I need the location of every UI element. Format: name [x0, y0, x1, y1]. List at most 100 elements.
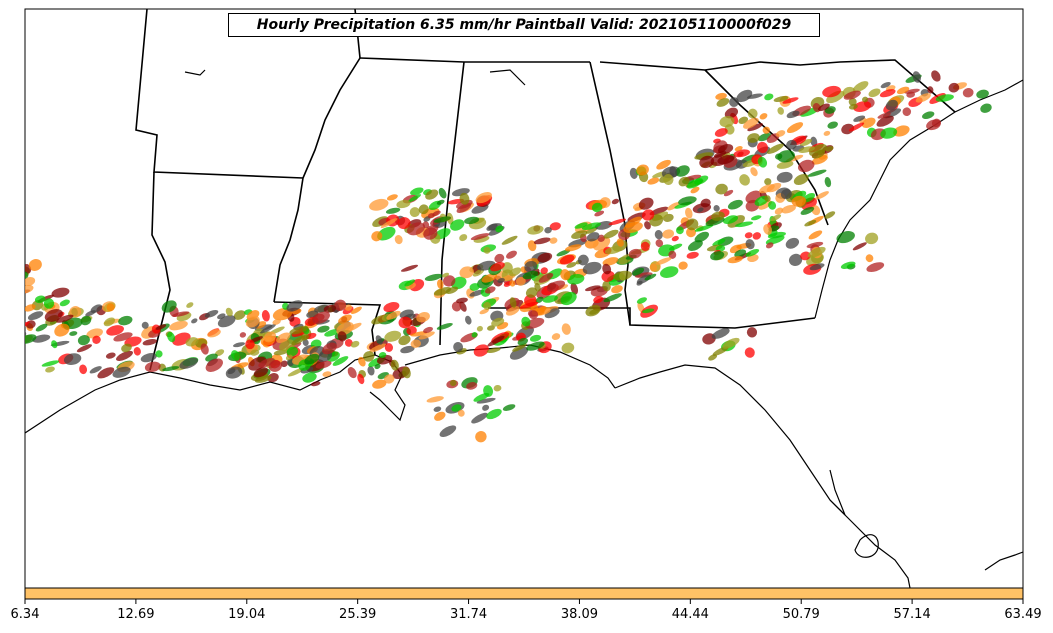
paintball-blob: [570, 282, 579, 295]
paintball-blob: [715, 92, 727, 100]
paintball-blob: [810, 136, 818, 147]
paintball-blob: [719, 115, 735, 128]
paintball-blob: [560, 269, 571, 281]
paintball-blob: [912, 71, 921, 83]
paintball-blob: [525, 287, 538, 298]
paintball-blob: [593, 295, 604, 304]
paintball-blob: [774, 207, 784, 215]
paintball-blob: [797, 159, 815, 173]
paintball-blob: [638, 197, 654, 210]
paintball-blob: [200, 343, 209, 355]
paintball-blob: [479, 308, 489, 315]
paintball-blob: [97, 367, 115, 379]
paintball-blob: [777, 150, 795, 163]
paintball-blob: [185, 337, 199, 347]
paintball-blob: [466, 382, 478, 390]
paintball-blob: [697, 207, 704, 213]
paintball-blob: [722, 337, 740, 349]
paintball-blob: [433, 286, 452, 296]
paintball-blob: [654, 230, 663, 240]
paintball-blob: [169, 320, 188, 331]
paintball-blob: [862, 96, 869, 103]
paintball-blob: [337, 331, 347, 342]
paintball-blob: [371, 231, 383, 242]
paintball-blob: [822, 85, 841, 98]
paintball-blob: [481, 273, 498, 283]
colorbar-tick-label: 63.49: [1004, 607, 1042, 622]
paintball-blob: [469, 283, 480, 291]
paintball-blob: [529, 334, 542, 342]
paintball-blob: [713, 205, 720, 212]
paintball-blob: [34, 295, 46, 304]
paintball-blob: [786, 139, 797, 150]
paintball-blob: [54, 323, 70, 337]
paintball-blob: [561, 342, 575, 354]
paintball-blob: [406, 222, 426, 236]
paintball-blob: [92, 335, 101, 344]
paintball-blob: [167, 331, 176, 343]
paintball-blob: [848, 103, 858, 110]
paintball-blob: [396, 199, 411, 209]
paintball-blob: [162, 366, 180, 372]
paintball-blob: [332, 356, 349, 366]
paintball-blob: [535, 296, 544, 304]
paintball-blob: [380, 218, 398, 229]
paintball-blob: [347, 367, 357, 379]
paintball-blob: [384, 343, 394, 352]
paintball-blob: [400, 264, 419, 272]
paintball-blob: [494, 253, 505, 263]
paintball-blob: [486, 408, 502, 420]
paintball-blob: [254, 375, 272, 383]
paintball-blob: [233, 310, 246, 320]
paintball-blob: [758, 200, 772, 210]
paintball-blob: [442, 272, 450, 278]
paintball-blob: [644, 273, 657, 281]
colorbar-tick-label: 12.69: [117, 607, 155, 622]
paintball-blob: [711, 211, 725, 221]
paintball-blob: [798, 146, 815, 153]
paintball-blob: [708, 354, 718, 361]
paintball-blob: [827, 121, 838, 129]
paintball-blob: [636, 164, 649, 176]
paintball-blob: [926, 119, 941, 131]
paintball-blob: [538, 273, 554, 283]
paintball-blob: [207, 329, 221, 338]
paintball-blob: [542, 295, 558, 303]
colorbar: [24, 587, 1024, 600]
paintball-blob: [493, 384, 502, 392]
paintball-blob: [179, 357, 199, 369]
paintball-blob: [640, 241, 650, 251]
colorbar-tick-label: 44.44: [671, 607, 709, 622]
paintball-blob: [89, 366, 102, 374]
paintball-blob: [770, 214, 782, 222]
paintball-blob: [144, 361, 161, 372]
paintball-blob: [25, 334, 37, 344]
paintball-blob: [317, 325, 330, 333]
paintball-blob: [853, 115, 866, 122]
paintball-blob: [112, 366, 131, 378]
paintball-blob: [619, 272, 626, 281]
paintball-blob: [527, 225, 544, 235]
paintball-blob: [876, 115, 894, 127]
paintball-blob: [747, 123, 763, 132]
paintball-blob: [369, 198, 389, 211]
paintball-blob: [456, 203, 471, 214]
paintball-blob: [324, 329, 340, 337]
basemap: [25, 9, 1023, 588]
paintball-blob: [272, 318, 281, 325]
paintball-blob: [729, 97, 739, 107]
paintball-blob: [515, 276, 526, 286]
paintball-blob: [642, 209, 655, 221]
paintball-blob: [560, 291, 577, 306]
paintball-blob: [491, 317, 505, 327]
paintball-blob: [826, 90, 845, 104]
paintball-blob: [564, 244, 582, 252]
paintball-blob: [250, 349, 260, 356]
paintball-blob: [378, 352, 387, 358]
paintball-blob: [603, 293, 622, 303]
paintball-blob: [141, 321, 149, 329]
paintball-blob: [585, 226, 598, 234]
paintball-blob: [43, 298, 55, 309]
paintball-blob: [715, 183, 728, 195]
paintball-blob: [471, 332, 478, 338]
